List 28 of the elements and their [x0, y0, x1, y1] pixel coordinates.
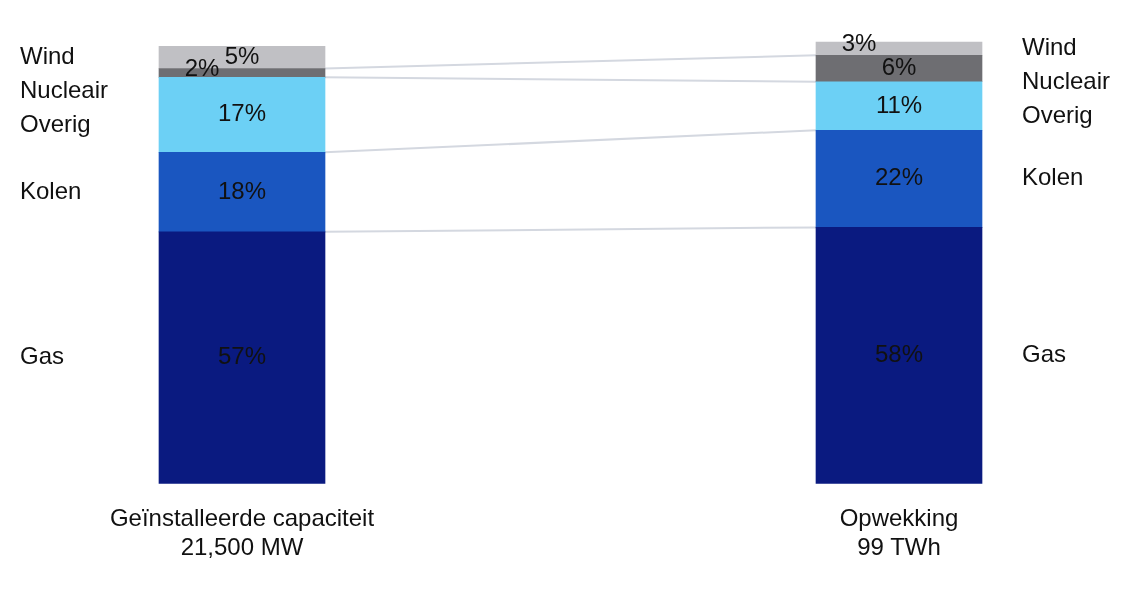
series-label: Wind	[1022, 33, 1077, 61]
bar	[158, 231, 326, 484]
bar	[815, 129, 983, 228]
series-label: Overig	[1022, 101, 1093, 129]
data-label: 18%	[217, 176, 267, 204]
data-label: 11%	[875, 90, 923, 118]
x-tick-label: Opwekking 99 TWh	[839, 504, 959, 561]
data-label: 57%	[217, 342, 267, 370]
text: Kolen	[20, 176, 82, 204]
data-label: 3%	[841, 29, 877, 57]
series-label: Gas	[1022, 340, 1067, 368]
data-label: 17%	[217, 99, 267, 127]
text: Overig	[20, 110, 91, 138]
text: Nucleair	[20, 76, 109, 104]
data-label: 22%	[874, 163, 924, 191]
x-tick-label: Geïnstalleerde capaciteit 21,500 MW	[109, 504, 375, 561]
data-label: 2%	[184, 53, 220, 81]
series-label: Nucleair	[1022, 67, 1111, 95]
text: Gas	[20, 342, 65, 370]
bar	[158, 152, 326, 233]
bar	[158, 76, 326, 153]
series-label: Kolen	[1022, 163, 1084, 191]
data-label: 6%	[881, 53, 917, 81]
data-label: 5%	[224, 42, 260, 70]
bar	[815, 81, 983, 131]
bar	[815, 227, 983, 484]
text: Wind	[20, 42, 75, 70]
data-label: 58%	[874, 340, 924, 368]
